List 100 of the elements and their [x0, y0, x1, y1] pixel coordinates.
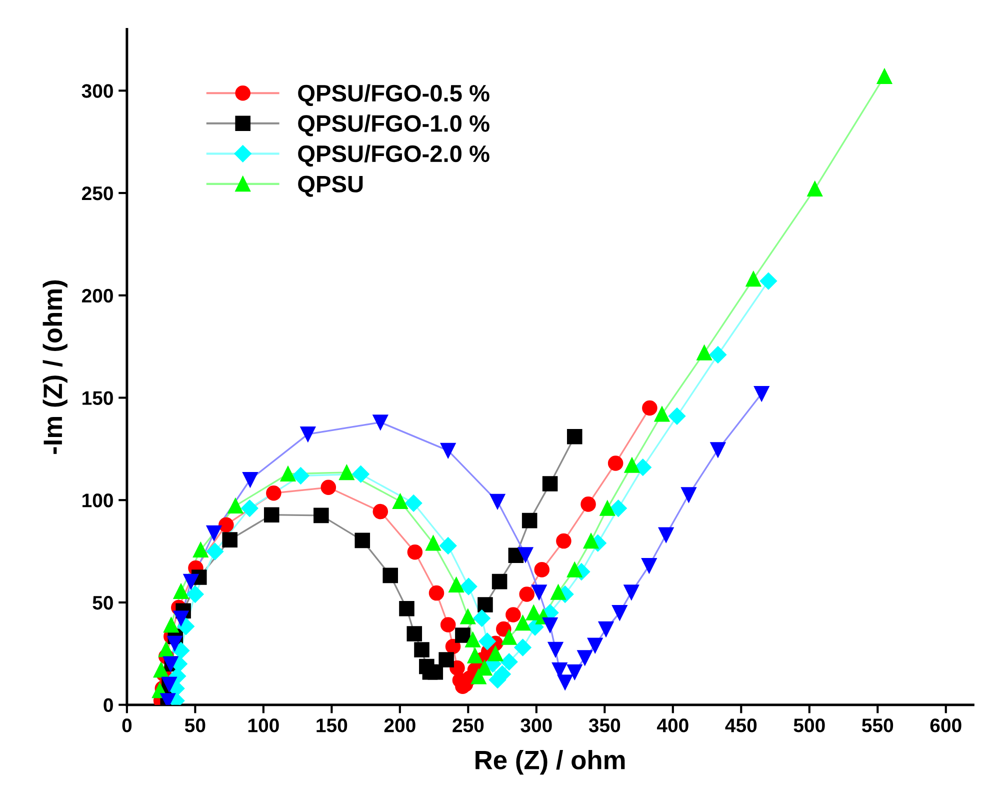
point: [598, 621, 614, 637]
x-tick-label: 0: [122, 718, 132, 732]
point: [710, 442, 726, 458]
point: [642, 400, 658, 416]
x-tick-label: 500: [794, 718, 825, 732]
point: [467, 648, 483, 664]
point: [314, 508, 329, 524]
point: [183, 574, 199, 590]
point: [372, 504, 388, 520]
point: [709, 346, 726, 364]
point: [807, 181, 822, 197]
point: [580, 496, 596, 512]
x-tick-label: 200: [384, 718, 416, 732]
point: [280, 466, 296, 482]
point: [354, 532, 370, 548]
point: [526, 605, 542, 620]
point: [473, 610, 490, 627]
x-tick-label: 300: [520, 718, 552, 732]
point: [455, 628, 470, 643]
point: [668, 408, 686, 425]
legend-label: QPSU: [298, 176, 363, 197]
point: [440, 537, 457, 554]
point: [440, 442, 456, 458]
point: [624, 584, 640, 600]
point: [515, 615, 530, 631]
point: [534, 562, 550, 578]
y-tick-label: 150: [82, 391, 113, 405]
point: [746, 271, 762, 287]
point: [206, 542, 224, 560]
point: [438, 652, 454, 668]
point: [608, 456, 624, 471]
point: [242, 472, 258, 488]
point: [500, 653, 518, 670]
point: [218, 517, 234, 533]
point: [556, 533, 572, 549]
point: [164, 617, 179, 633]
point: [399, 600, 414, 616]
point: [428, 585, 444, 601]
point: [392, 494, 408, 509]
point: [352, 466, 370, 483]
point: [406, 626, 422, 642]
point: [522, 512, 538, 528]
x-tick-label: 350: [588, 718, 620, 732]
point: [518, 547, 534, 562]
point: [193, 542, 208, 558]
point: [577, 650, 592, 666]
point: [519, 586, 534, 602]
point: [531, 584, 547, 600]
point: [542, 476, 558, 492]
point: [681, 487, 696, 502]
point: [153, 662, 169, 678]
point: [876, 68, 892, 84]
point: [696, 345, 712, 360]
y-tick-label: 200: [82, 288, 113, 303]
y-axis-title: -Im (Z) / (ohm): [42, 280, 68, 454]
x-tick-label: 400: [656, 718, 688, 732]
point: [222, 532, 238, 548]
y-tick-label: 100: [82, 494, 113, 508]
point: [448, 577, 464, 592]
x-tick-label: 50: [184, 718, 206, 732]
x-tick-label: 250: [452, 718, 484, 732]
point: [550, 584, 566, 600]
point: [465, 632, 480, 648]
point: [426, 535, 441, 551]
x-tick-label: 450: [725, 718, 757, 732]
point: [372, 414, 388, 430]
point: [548, 642, 564, 658]
point: [300, 426, 316, 442]
point: [339, 464, 354, 480]
point: [478, 597, 493, 612]
point: [624, 458, 640, 473]
x-tick-label: 600: [930, 718, 962, 732]
point: [266, 485, 282, 501]
point: [490, 494, 506, 510]
point: [600, 500, 616, 516]
point: [173, 584, 189, 600]
x-tick-label: 100: [248, 718, 279, 732]
point: [492, 574, 508, 590]
point: [506, 607, 521, 622]
point: [440, 617, 456, 632]
point: [206, 525, 222, 541]
point: [587, 638, 603, 654]
point: [610, 500, 627, 517]
point: [414, 642, 430, 658]
point: [228, 498, 244, 514]
point: [514, 638, 532, 656]
legend-label: QPSU/FGO-1.0 %: [298, 114, 490, 136]
x-axis-title: Re (Z) / ohm: [476, 750, 625, 775]
point: [496, 621, 512, 637]
point: [658, 527, 674, 543]
point: [167, 636, 182, 652]
y-tick-label: 300: [82, 84, 113, 98]
y-tick-label: 0: [104, 698, 113, 712]
point: [407, 544, 423, 560]
point: [557, 674, 573, 690]
point: [428, 664, 444, 680]
y-tick-label: 50: [92, 596, 113, 610]
legend-label: QPSU/FGO-0.5 %: [298, 84, 490, 106]
point: [460, 578, 478, 596]
point: [460, 608, 476, 624]
